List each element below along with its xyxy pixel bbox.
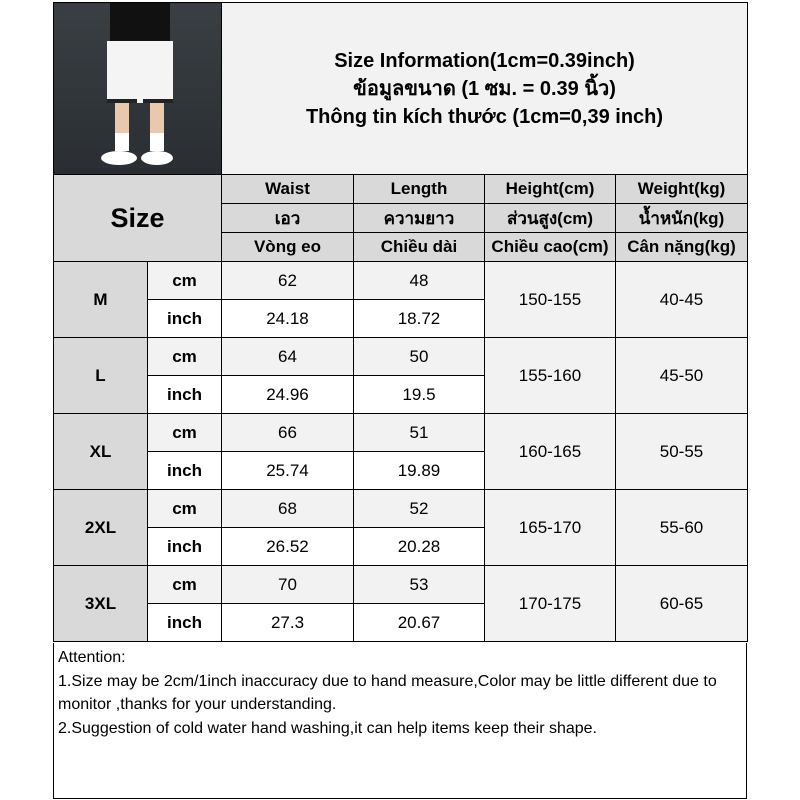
size-cell: 3XL <box>53 565 148 642</box>
unit-inch: inch <box>147 527 222 566</box>
unit-cm: cm <box>147 413 222 452</box>
column-header-weight-vi: Cân nặng(kg) <box>614 232 749 262</box>
waist-cm: 66 <box>221 413 354 452</box>
title-th: ข้อมูลขนาด (1 ซม. = 0.39 นิ้ว) <box>353 77 616 100</box>
size-chart-table: Size Information(1cm=0.39inch) ข้อมูลขนา… <box>53 2 749 642</box>
size-cell: M <box>53 261 148 338</box>
column-header-length: Length <box>353 174 485 204</box>
size-cell: XL <box>53 413 148 490</box>
table-row-inch: inch 24.96 19.5 <box>54 375 748 414</box>
unit-inch: inch <box>147 603 222 642</box>
weight-range: 45-50 <box>614 337 749 414</box>
waist-inch: 26.52 <box>221 527 354 566</box>
product-photo <box>53 2 222 175</box>
waist-cm: 64 <box>221 337 354 376</box>
table-row-inch: inch 27.3 20.67 <box>54 603 748 642</box>
size-cell: L <box>53 337 148 414</box>
attention-heading: Attention: <box>58 649 126 666</box>
column-header-waist-th: เอว <box>221 203 354 233</box>
length-cm: 51 <box>353 413 485 452</box>
weight-range: 55-60 <box>614 489 749 566</box>
length-inch: 20.67 <box>353 603 485 642</box>
size-information-title: Size Information(1cm=0.39inch) ข้อมูลขนา… <box>220 2 749 175</box>
column-header-height-th: ส่วนสูง(cm) <box>484 203 616 233</box>
unit-cm: cm <box>147 565 222 604</box>
length-cm: 53 <box>353 565 485 604</box>
unit-inch: inch <box>147 299 222 338</box>
length-inch: 19.5 <box>353 375 485 414</box>
weight-range: 50-55 <box>614 413 749 490</box>
shorts-model-image <box>100 3 173 165</box>
attention-line-2: 2.Suggestion of cold water hand washing,… <box>58 719 597 737</box>
column-header-weight-th: น้ำหนัก(kg) <box>614 203 749 233</box>
size-cell: 2XL <box>53 489 148 566</box>
height-range: 165-170 <box>484 489 616 566</box>
table-row-cm: 3XL cm 70 53 170-175 60-65 <box>53 565 749 642</box>
unit-cm: cm <box>147 261 222 300</box>
column-header-waist: Waist <box>221 174 354 204</box>
table-row-cm: 2XL cm 68 52 165-170 55-60 <box>53 489 749 566</box>
table-row-inch: inch 26.52 20.28 <box>54 527 748 566</box>
attention-line-1: 1.Size may be 2cm/1inch inaccuracy due t… <box>58 672 717 714</box>
column-header-length-th: ความยาว <box>353 203 485 233</box>
height-range: 170-175 <box>484 565 616 642</box>
unit-inch: inch <box>147 375 222 414</box>
weight-range: 60-65 <box>614 565 749 642</box>
length-inch: 20.28 <box>353 527 485 566</box>
waist-inch: 24.18 <box>221 299 354 338</box>
table-row-cm: XL cm 66 51 160-165 50-55 <box>53 413 749 490</box>
waist-inch: 24.96 <box>221 375 354 414</box>
length-cm: 48 <box>353 261 485 300</box>
waist-inch: 27.3 <box>221 603 354 642</box>
size-header: Size <box>53 174 222 262</box>
unit-cm: cm <box>147 489 222 528</box>
table-row-inch: inch 24.18 18.72 <box>54 299 748 338</box>
title-en: Size Information(1cm=0.39inch) <box>334 49 635 72</box>
length-cm: 50 <box>353 337 485 376</box>
length-inch: 19.89 <box>353 451 485 490</box>
column-header-weight: Weight(kg) <box>614 174 749 204</box>
column-header-length-vi: Chiều dài <box>353 232 485 262</box>
attention-notes: Attention: 1.Size may be 2cm/1inch inacc… <box>53 643 747 799</box>
title-vi: Thông tin kích thước (1cm=0,39 inch) <box>305 105 664 128</box>
column-header-waist-vi: Vòng eo <box>221 232 354 262</box>
weight-range: 40-45 <box>614 261 749 338</box>
column-header-height: Height(cm) <box>484 174 616 204</box>
waist-cm: 62 <box>221 261 354 300</box>
unit-inch: inch <box>147 451 222 490</box>
height-range: 160-165 <box>484 413 616 490</box>
waist-cm: 70 <box>221 565 354 604</box>
waist-cm: 68 <box>221 489 354 528</box>
unit-cm: cm <box>147 337 222 376</box>
length-cm: 52 <box>353 489 485 528</box>
waist-inch: 25.74 <box>221 451 354 490</box>
height-range: 155-160 <box>484 337 616 414</box>
length-inch: 18.72 <box>353 299 485 338</box>
column-header-height-vi: Chiều cao(cm) <box>484 232 616 262</box>
height-range: 150-155 <box>484 261 616 338</box>
